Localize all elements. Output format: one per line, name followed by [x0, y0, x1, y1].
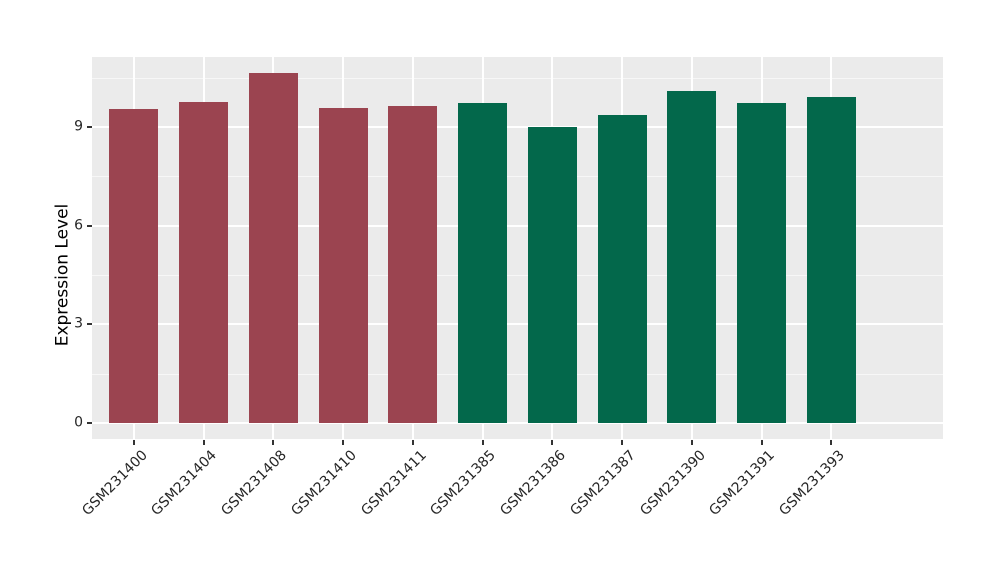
bar-GSM231404	[179, 101, 228, 423]
plot-panel	[92, 57, 943, 439]
h-gridline-major	[92, 422, 943, 424]
x-tick-label: GSM231411	[357, 447, 430, 519]
bar-GSM231410	[318, 107, 368, 423]
x-tick-mark	[830, 440, 833, 445]
h-gridline-major	[92, 125, 943, 128]
x-tick-label: GSM231404	[148, 447, 221, 519]
bar-GSM231393	[806, 96, 856, 423]
y-axis-title: Expression Level	[52, 203, 73, 347]
y-tick-mark	[87, 224, 92, 227]
x-tick-label: GSM231386	[497, 447, 569, 519]
bar-GSM231391	[737, 102, 787, 423]
x-tick-mark	[621, 440, 624, 445]
bar-GSM231400	[109, 109, 159, 423]
h-gridline-minor	[92, 176, 943, 178]
x-tick-label: GSM231408	[218, 447, 290, 519]
x-tick-label: GSM231391	[706, 447, 779, 519]
y-tick-label: 0	[74, 414, 83, 431]
h-gridline-minor	[92, 373, 943, 375]
bar-GSM231386	[527, 126, 577, 423]
y-tick-mark	[87, 323, 92, 326]
x-tick-mark	[411, 440, 414, 445]
x-tick-mark	[760, 440, 763, 445]
bar-GSM231387	[597, 114, 647, 423]
y-tick-mark	[87, 125, 92, 128]
y-tick-label: 3	[74, 316, 83, 333]
x-tick-mark	[690, 440, 693, 445]
x-tick-mark	[551, 440, 554, 445]
h-gridline-minor	[92, 77, 943, 79]
h-gridline-minor	[92, 274, 943, 276]
x-tick-mark	[481, 440, 484, 445]
x-tick-label: GSM231390	[636, 447, 709, 519]
y-tick-label: 9	[74, 118, 83, 135]
h-gridline-major	[92, 224, 943, 227]
x-tick-label: GSM231400	[78, 447, 151, 519]
x-tick-mark	[202, 440, 205, 445]
x-tick-mark	[272, 440, 275, 445]
x-tick-label: GSM231385	[427, 447, 500, 519]
h-gridline-major	[92, 323, 943, 326]
x-tick-label: GSM231387	[567, 447, 639, 519]
y-tick-label: 6	[74, 217, 83, 234]
x-tick-mark	[342, 440, 345, 445]
x-tick-label: GSM231410	[288, 447, 360, 519]
bar-GSM231411	[388, 105, 438, 423]
y-tick-mark	[87, 422, 92, 424]
bar-GSM231408	[248, 72, 298, 423]
x-tick-mark	[132, 440, 135, 445]
bar-GSM231390	[667, 90, 717, 423]
x-tick-label: GSM231393	[776, 447, 849, 519]
bar-GSM231385	[458, 102, 508, 423]
